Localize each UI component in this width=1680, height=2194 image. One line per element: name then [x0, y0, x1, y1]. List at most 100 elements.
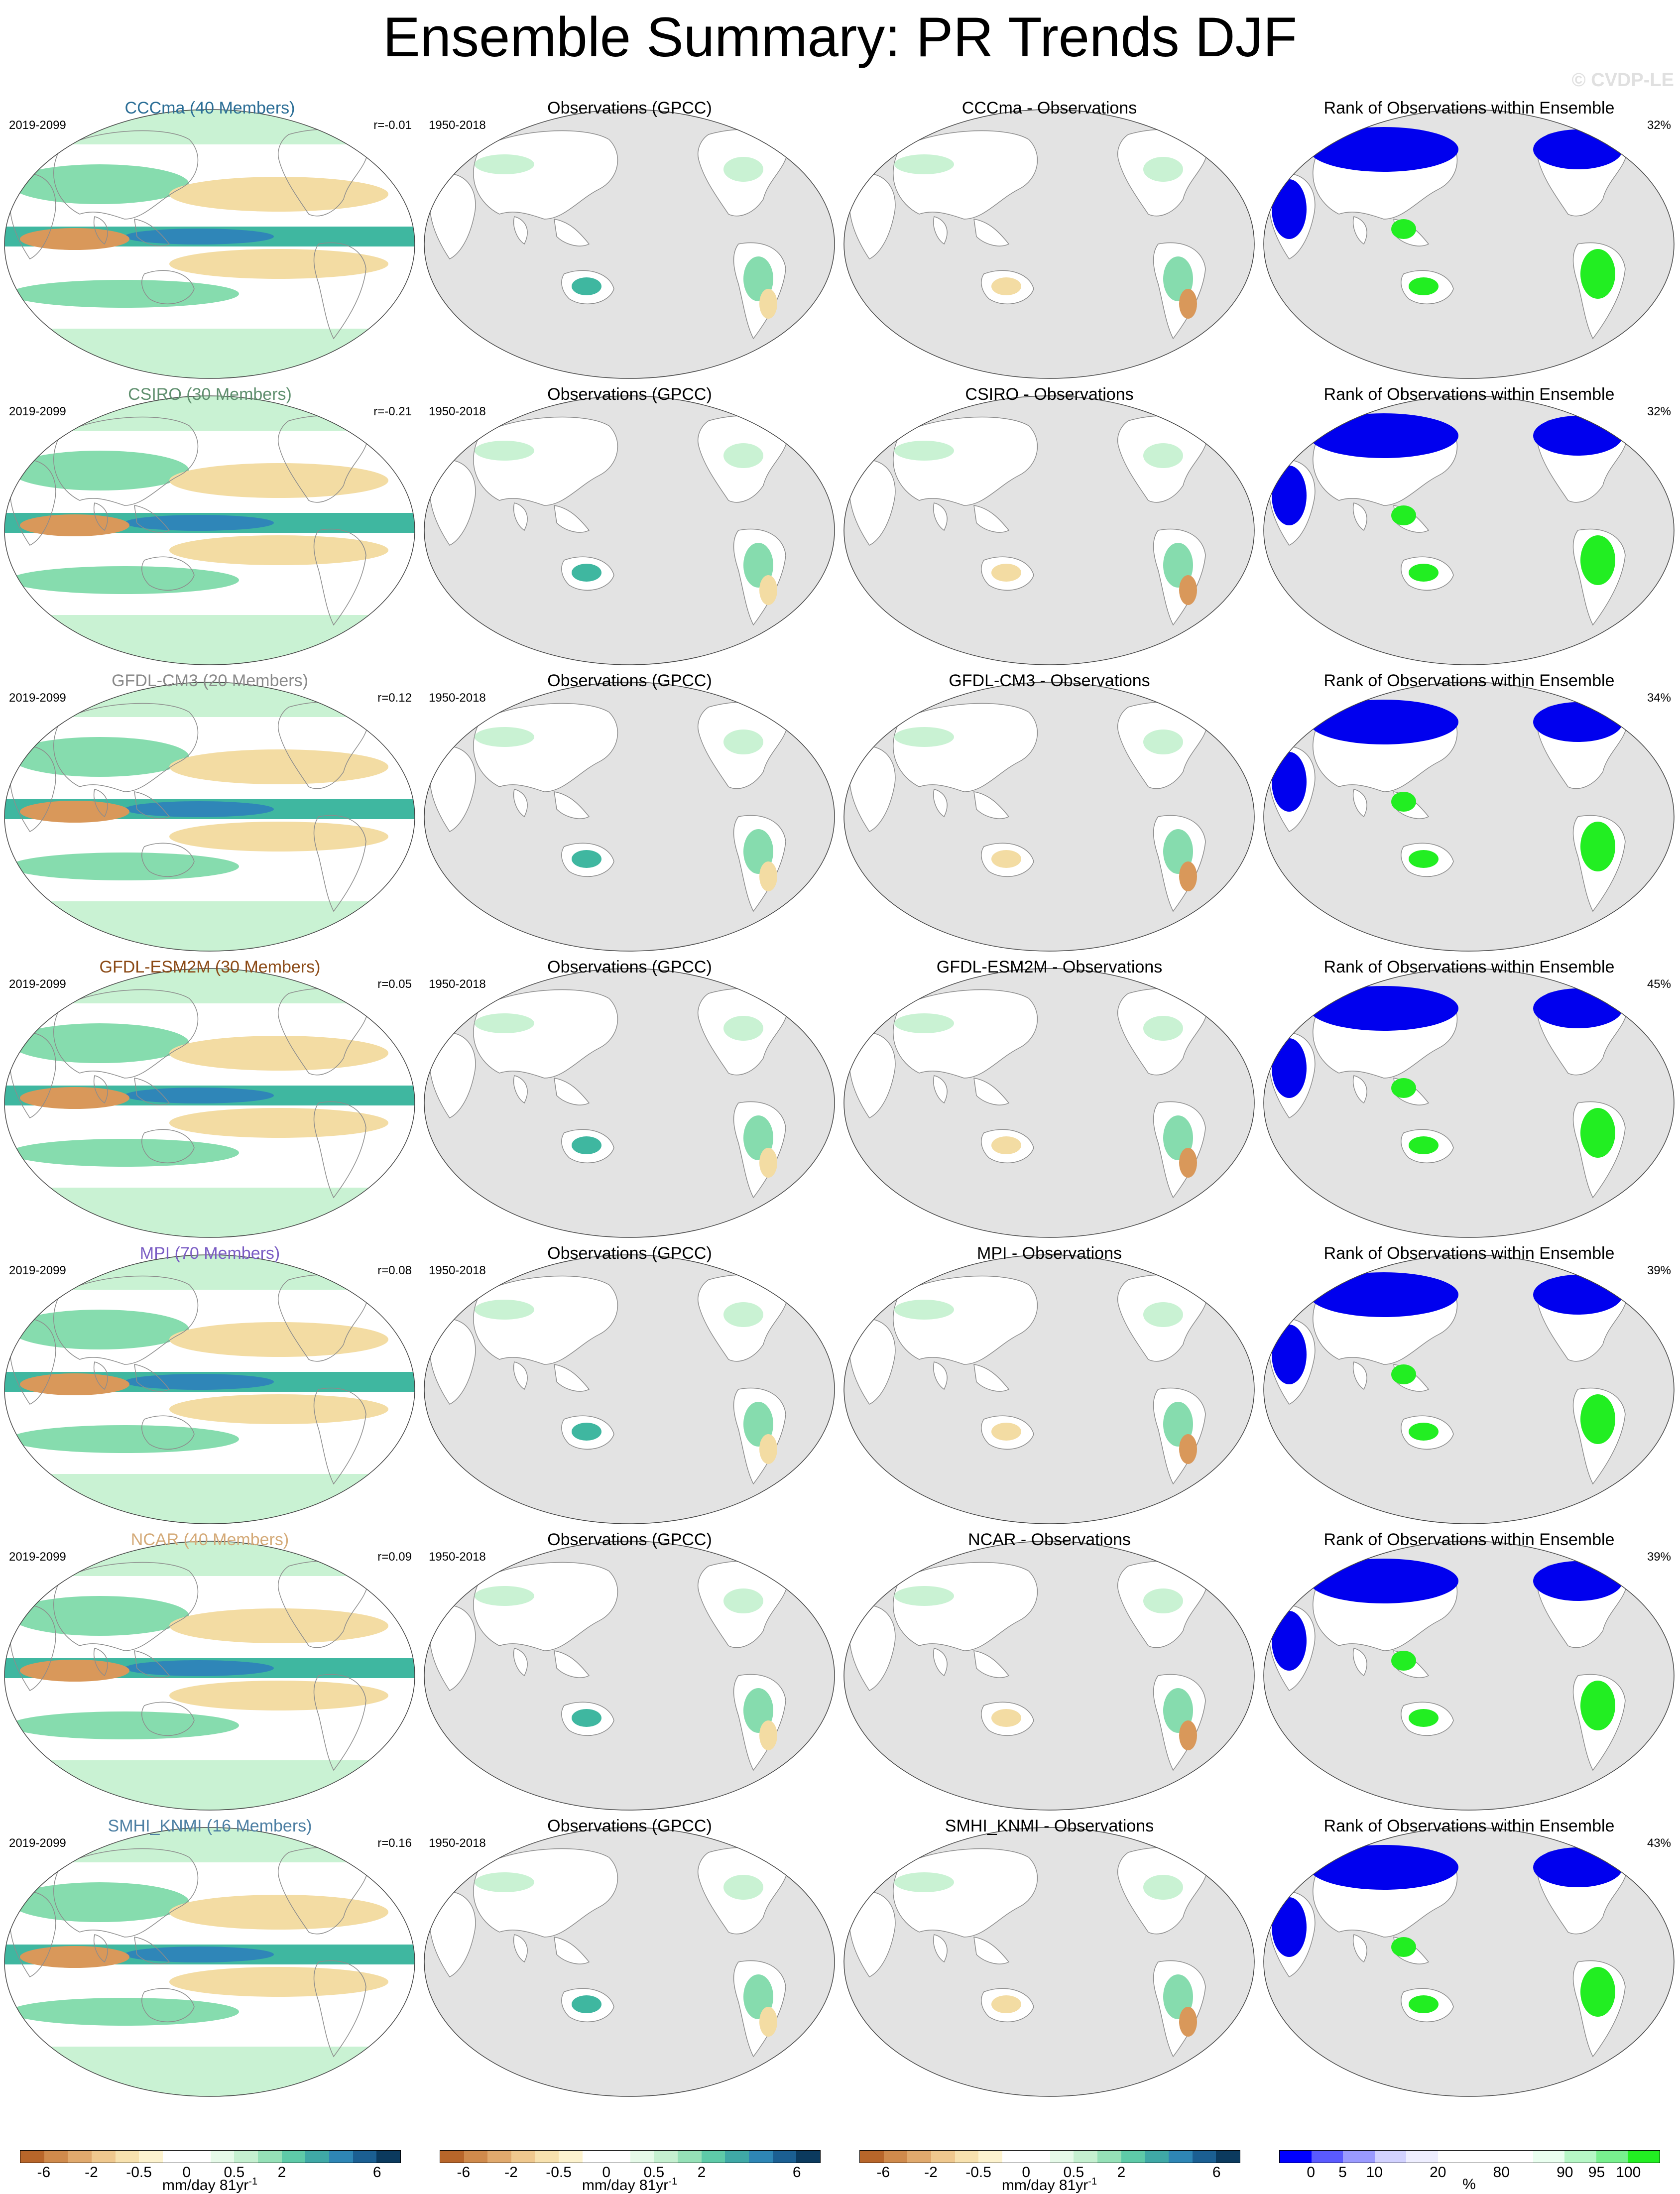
model-blob-equator-core [124, 1374, 274, 1390]
model-blob-equator-core [124, 229, 274, 244]
panel-title: Observations (GPCC) [547, 958, 712, 976]
land-se-asia [554, 1364, 590, 1392]
land-trend-australia [991, 1136, 1021, 1154]
model-blob-equator-core [124, 515, 274, 531]
model-blob-north [10, 1310, 189, 1349]
model-blob-south [10, 853, 239, 880]
land-greenland [1602, 1555, 1626, 1576]
coast-india [94, 216, 108, 245]
rank-blue-africa [1272, 179, 1307, 239]
model-blob-south [10, 1139, 239, 1167]
coast-south-america [313, 1101, 366, 1199]
colorbar-tick-label: -0.5 [965, 2164, 991, 2181]
colorbar-tick-label: -6 [457, 2164, 471, 2181]
model-blob-subtropic [169, 749, 388, 784]
land-se-asia [973, 505, 1010, 533]
land-india [933, 216, 948, 245]
land-india [1353, 502, 1367, 531]
rank-green-seasia [1391, 219, 1416, 239]
land-se-asia [973, 219, 1010, 246]
colorbar-tick-label: 0 [182, 2164, 191, 2181]
period-label: 1950-2018 [429, 691, 486, 705]
land-greenland [1602, 696, 1626, 717]
model-blob-subtropic [169, 1036, 388, 1071]
colorbar-2: -6 -2 -0.5 0 0.5 2 6 mm/day 81yr-1 [420, 2150, 840, 2194]
panel-model-row-6: NCAR (40 Members) 2019-2099 r=0.09 [0, 1526, 420, 1813]
model-blob-dry-west [20, 514, 129, 536]
rank-map [1263, 682, 1675, 952]
panel-title: Rank of Observations within Ensemble [1323, 958, 1615, 976]
land-se-asia [973, 1937, 1010, 1964]
obs-map [424, 1827, 835, 2097]
rank-green-seasia [1391, 1364, 1416, 1384]
rank-percent: 34% [1647, 691, 1671, 705]
rank-green-samerica [1580, 1967, 1615, 2017]
rank-map [1263, 1827, 1675, 2097]
coast-south-america [313, 1960, 366, 2058]
land-trend-namerica [723, 1875, 763, 1900]
land-se-asia [554, 1078, 590, 1105]
land-trend-namerica [1143, 157, 1183, 182]
land-se-asia [973, 1078, 1010, 1105]
panel-title: Observations (GPCC) [547, 385, 712, 404]
coast-australia [141, 556, 195, 591]
colorbar-tick-label: 0 [1307, 2164, 1316, 2181]
colorbar-swatch [606, 2151, 630, 2163]
land-greenland [763, 982, 787, 1003]
model-band-southern [4, 901, 415, 951]
model-blob-subtropic [169, 1608, 388, 1643]
colorbar-tick-label: -2 [924, 2164, 938, 2181]
model-blob-dry-west [20, 1373, 129, 1395]
colorbar-tick-label: 10 [1366, 2164, 1383, 2181]
land-trend-eurasia [894, 1586, 954, 1606]
land-trend-eurasia [894, 1300, 954, 1320]
period-label: 2019-2099 [9, 977, 66, 991]
land-greenland [763, 696, 787, 717]
land-se-asia [973, 1364, 1010, 1392]
pattern-correlation: r=0.12 [377, 691, 412, 705]
land-asia [473, 416, 618, 506]
land-greenland [1183, 1269, 1206, 1290]
colorbar-tick-label: -2 [85, 2164, 98, 2181]
land-trend-eurasia [475, 1300, 534, 1320]
land-greenland [763, 410, 787, 431]
rank-green-australia [1409, 1995, 1439, 2013]
land-trend-australia [572, 1995, 601, 2013]
land-trend-namerica [723, 443, 763, 468]
coast-se-asia [134, 505, 170, 533]
land-trend-eurasia [475, 1013, 534, 1033]
panel-title: Observations (GPCC) [547, 1817, 712, 1835]
rank-blue-eurasia [1309, 127, 1458, 172]
coast-greenland [343, 123, 367, 144]
panel-title: Observations (GPCC) [547, 1530, 712, 1549]
model-blob-equator-core [124, 801, 274, 817]
map-outline [843, 395, 1255, 665]
coast-india [94, 1075, 108, 1104]
period-label: 2019-2099 [9, 691, 66, 705]
model-blob-equator-core [124, 1660, 274, 1676]
obs-map [424, 682, 835, 952]
colorbar-units-text: % [1462, 2176, 1476, 2193]
panel-obs-row-5: Observations (GPCC) 1950-2018 [420, 1240, 840, 1527]
rank-blue-africa [1272, 1038, 1307, 1098]
coast-se-asia [134, 1937, 170, 1964]
rank-blue-africa [1272, 1611, 1307, 1671]
rank-green-seasia [1391, 1937, 1416, 1957]
model-blob-subtropic [169, 177, 388, 212]
rank-percent: 39% [1647, 1264, 1671, 1277]
land-trend-samerica-south [759, 861, 777, 891]
colorbar-swatch [1374, 2151, 1407, 2163]
colorbar-swatch [701, 2151, 725, 2163]
colorbar-tick-label: 0.5 [1063, 2164, 1084, 2181]
land-trend-samerica-south [1179, 1148, 1197, 1178]
panel-diff-row-2: CSIRO - Observations [840, 381, 1259, 668]
land-trend-samerica-south [759, 289, 777, 319]
rank-green-seasia [1391, 1078, 1416, 1098]
model-blob-south-dry [169, 249, 388, 279]
colorbar-tick-label: 80 [1493, 2164, 1510, 2181]
rank-blue-africa [1272, 1325, 1307, 1384]
model-band-southern [4, 2047, 415, 2096]
map-outline [4, 1541, 415, 1811]
land-trend-australia [991, 1709, 1021, 1727]
land-se-asia [554, 1650, 590, 1678]
